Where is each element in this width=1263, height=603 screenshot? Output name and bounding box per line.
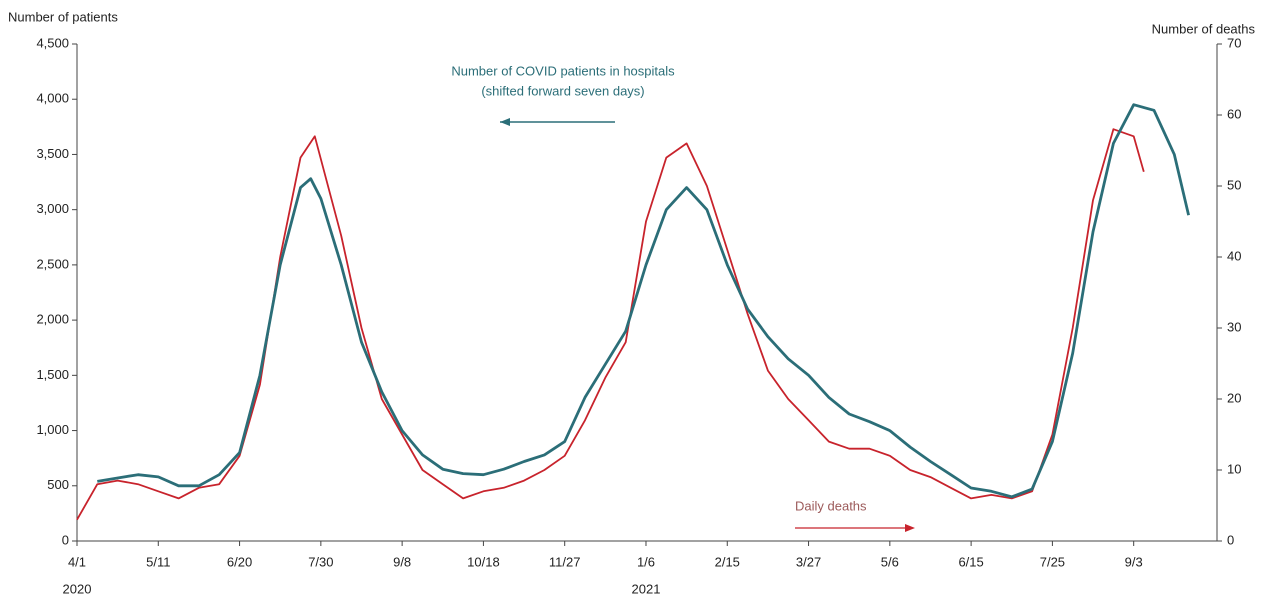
series-line xyxy=(76,128,1145,521)
y2-tick-label: 40 xyxy=(1227,248,1241,263)
x-tick-label: 10/18 xyxy=(467,554,500,569)
y2-tick-label: 20 xyxy=(1227,390,1241,405)
series-label: Daily deaths xyxy=(795,498,867,513)
arrow-head xyxy=(500,118,510,126)
y-tick-label: 500 xyxy=(47,477,69,492)
y2-tick-label: 0 xyxy=(1227,532,1234,547)
arrow-head xyxy=(905,524,915,532)
series-label: Number of COVID patients in hospitals xyxy=(451,63,675,78)
y-axis-title: Number of patients xyxy=(8,9,118,24)
y-tick-label: 1,500 xyxy=(36,367,69,382)
y-tick-label: 4,500 xyxy=(36,35,69,50)
x-tick-label: 4/1 xyxy=(68,554,86,569)
y-tick-label: 3,000 xyxy=(36,201,69,216)
y2-tick-label: 60 xyxy=(1227,106,1241,121)
y-tick-label: 1,000 xyxy=(36,422,69,437)
year-label: 2021 xyxy=(632,581,661,596)
x-tick-label: 1/6 xyxy=(637,554,655,569)
x-tick-label: 3/27 xyxy=(796,554,821,569)
x-tick-label: 7/25 xyxy=(1040,554,1065,569)
y-tick-label: 2,500 xyxy=(36,256,69,271)
year-label: 2020 xyxy=(63,581,92,596)
y-tick-label: 0 xyxy=(62,532,69,547)
x-tick-label: 5/11 xyxy=(146,554,170,569)
x-tick-label: 9/8 xyxy=(393,554,411,569)
y2-tick-label: 10 xyxy=(1227,461,1241,476)
y-tick-label: 2,000 xyxy=(36,312,69,327)
y2-axis-title: Number of deaths xyxy=(1152,21,1256,36)
x-tick-label: 5/6 xyxy=(881,554,899,569)
y-tick-label: 3,500 xyxy=(36,146,69,161)
y2-tick-label: 50 xyxy=(1227,177,1241,192)
x-tick-label: 2/15 xyxy=(715,554,740,569)
series-note: (shifted forward seven days) xyxy=(481,83,644,98)
x-tick-label: 7/30 xyxy=(308,554,333,569)
x-tick-label: 9/3 xyxy=(1125,554,1143,569)
x-tick-label: 11/27 xyxy=(549,554,581,569)
y2-tick-label: 70 xyxy=(1227,35,1241,50)
x-tick-label: 6/15 xyxy=(958,554,983,569)
series-line xyxy=(97,103,1190,499)
y-tick-label: 4,000 xyxy=(36,91,69,106)
y2-tick-label: 30 xyxy=(1227,319,1241,334)
x-tick-label: 6/20 xyxy=(227,554,252,569)
